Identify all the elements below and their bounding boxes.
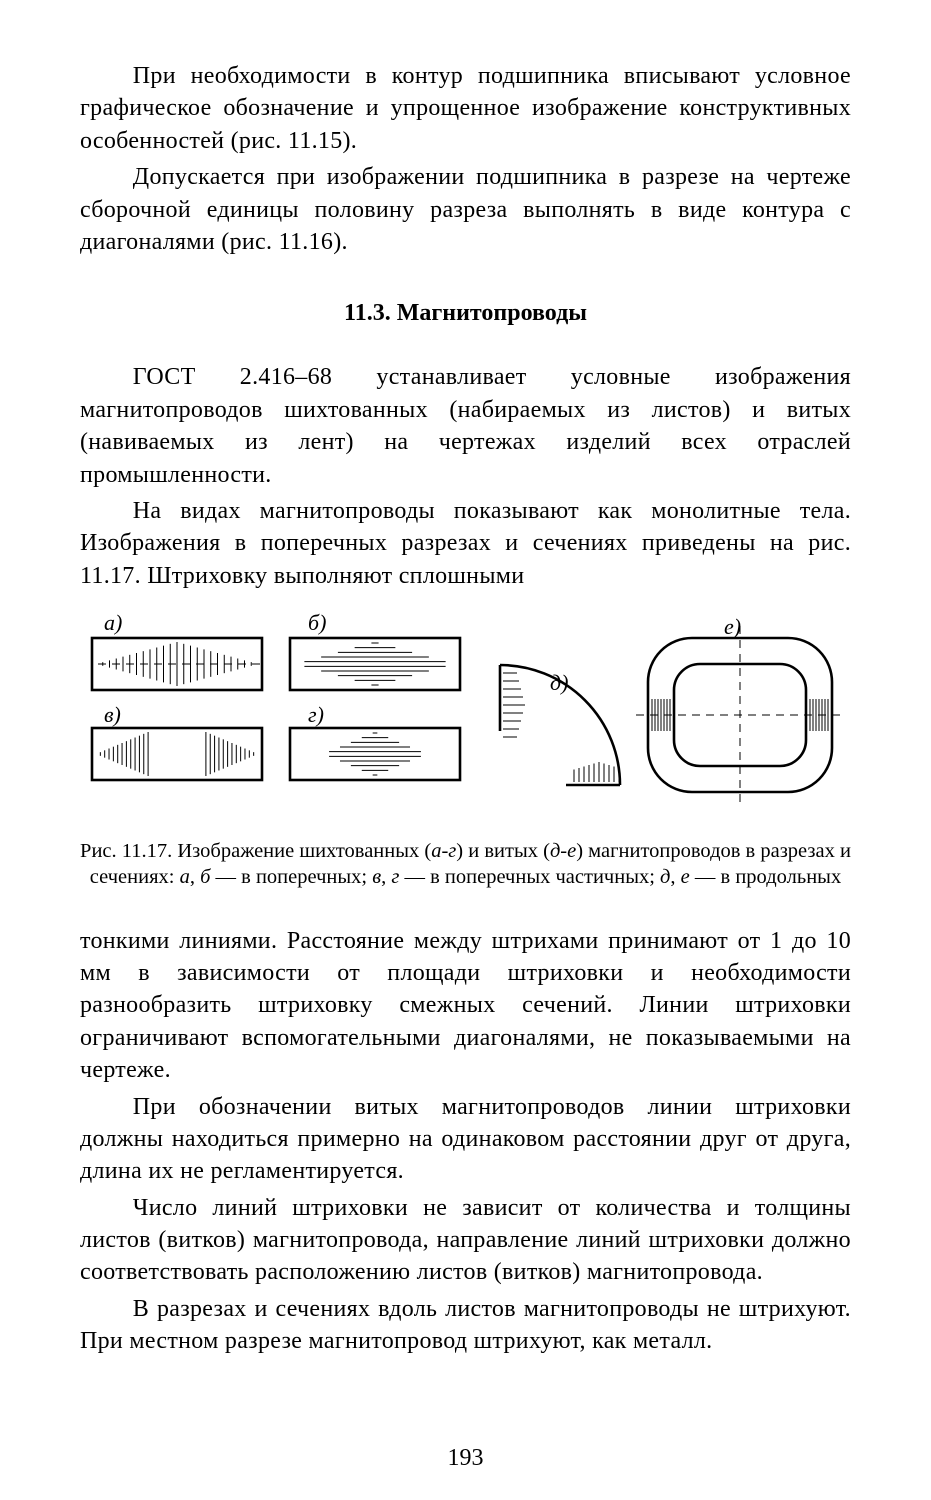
- page: При необходимости в контур подшипника вп…: [0, 0, 931, 1500]
- cap-d: д: [660, 866, 670, 888]
- cap-t2: ) и витых (: [456, 840, 550, 862]
- cap-d3: — в продольных: [690, 866, 841, 888]
- section-title: 11.3. Магнитопроводы: [80, 300, 851, 327]
- cap-d2: — в поперечных частичных;: [399, 866, 660, 888]
- cap-d1: — в поперечных;: [210, 866, 372, 888]
- cap-s2: ,: [381, 866, 391, 888]
- paragraph-6: При обозначении витых магнитопроводов ли…: [80, 1091, 851, 1188]
- figure-11-17: а) б) в) г) д) е): [80, 610, 851, 820]
- cap-v: в: [372, 866, 381, 888]
- cap-ag: а-г: [431, 840, 456, 862]
- cap-a: а: [180, 866, 190, 888]
- paragraph-3: ГОСТ 2.416–68 устанавливает условные изо…: [80, 361, 851, 491]
- paragraph-1: При необходимости в контур подшипника вп…: [80, 60, 851, 157]
- cap-t1: Рис. 11.17. Изображение шихтованных (: [80, 840, 431, 862]
- cap-b: б: [200, 866, 210, 888]
- paragraph-8: В разрезах и сечениях вдоль листов магни…: [80, 1293, 851, 1358]
- figure-caption: Рис. 11.17. Изображение шихтованных (а-г…: [80, 838, 851, 890]
- cap-de: д-е: [550, 840, 576, 862]
- cap-s3: ,: [670, 866, 680, 888]
- figure-svg: [80, 610, 850, 820]
- page-number: 193: [0, 1445, 931, 1472]
- paragraph-4: На видах магнитопроводы показывают как м…: [80, 495, 851, 592]
- paragraph-7: Число линий штриховки не зависит от коли…: [80, 1192, 851, 1289]
- paragraph-2: Допускается при изображении подшипника в…: [80, 161, 851, 258]
- cap-s1: ,: [190, 866, 200, 888]
- cap-e: е: [681, 866, 690, 888]
- paragraph-5: тонкими линиями. Расстояние между штриха…: [80, 925, 851, 1087]
